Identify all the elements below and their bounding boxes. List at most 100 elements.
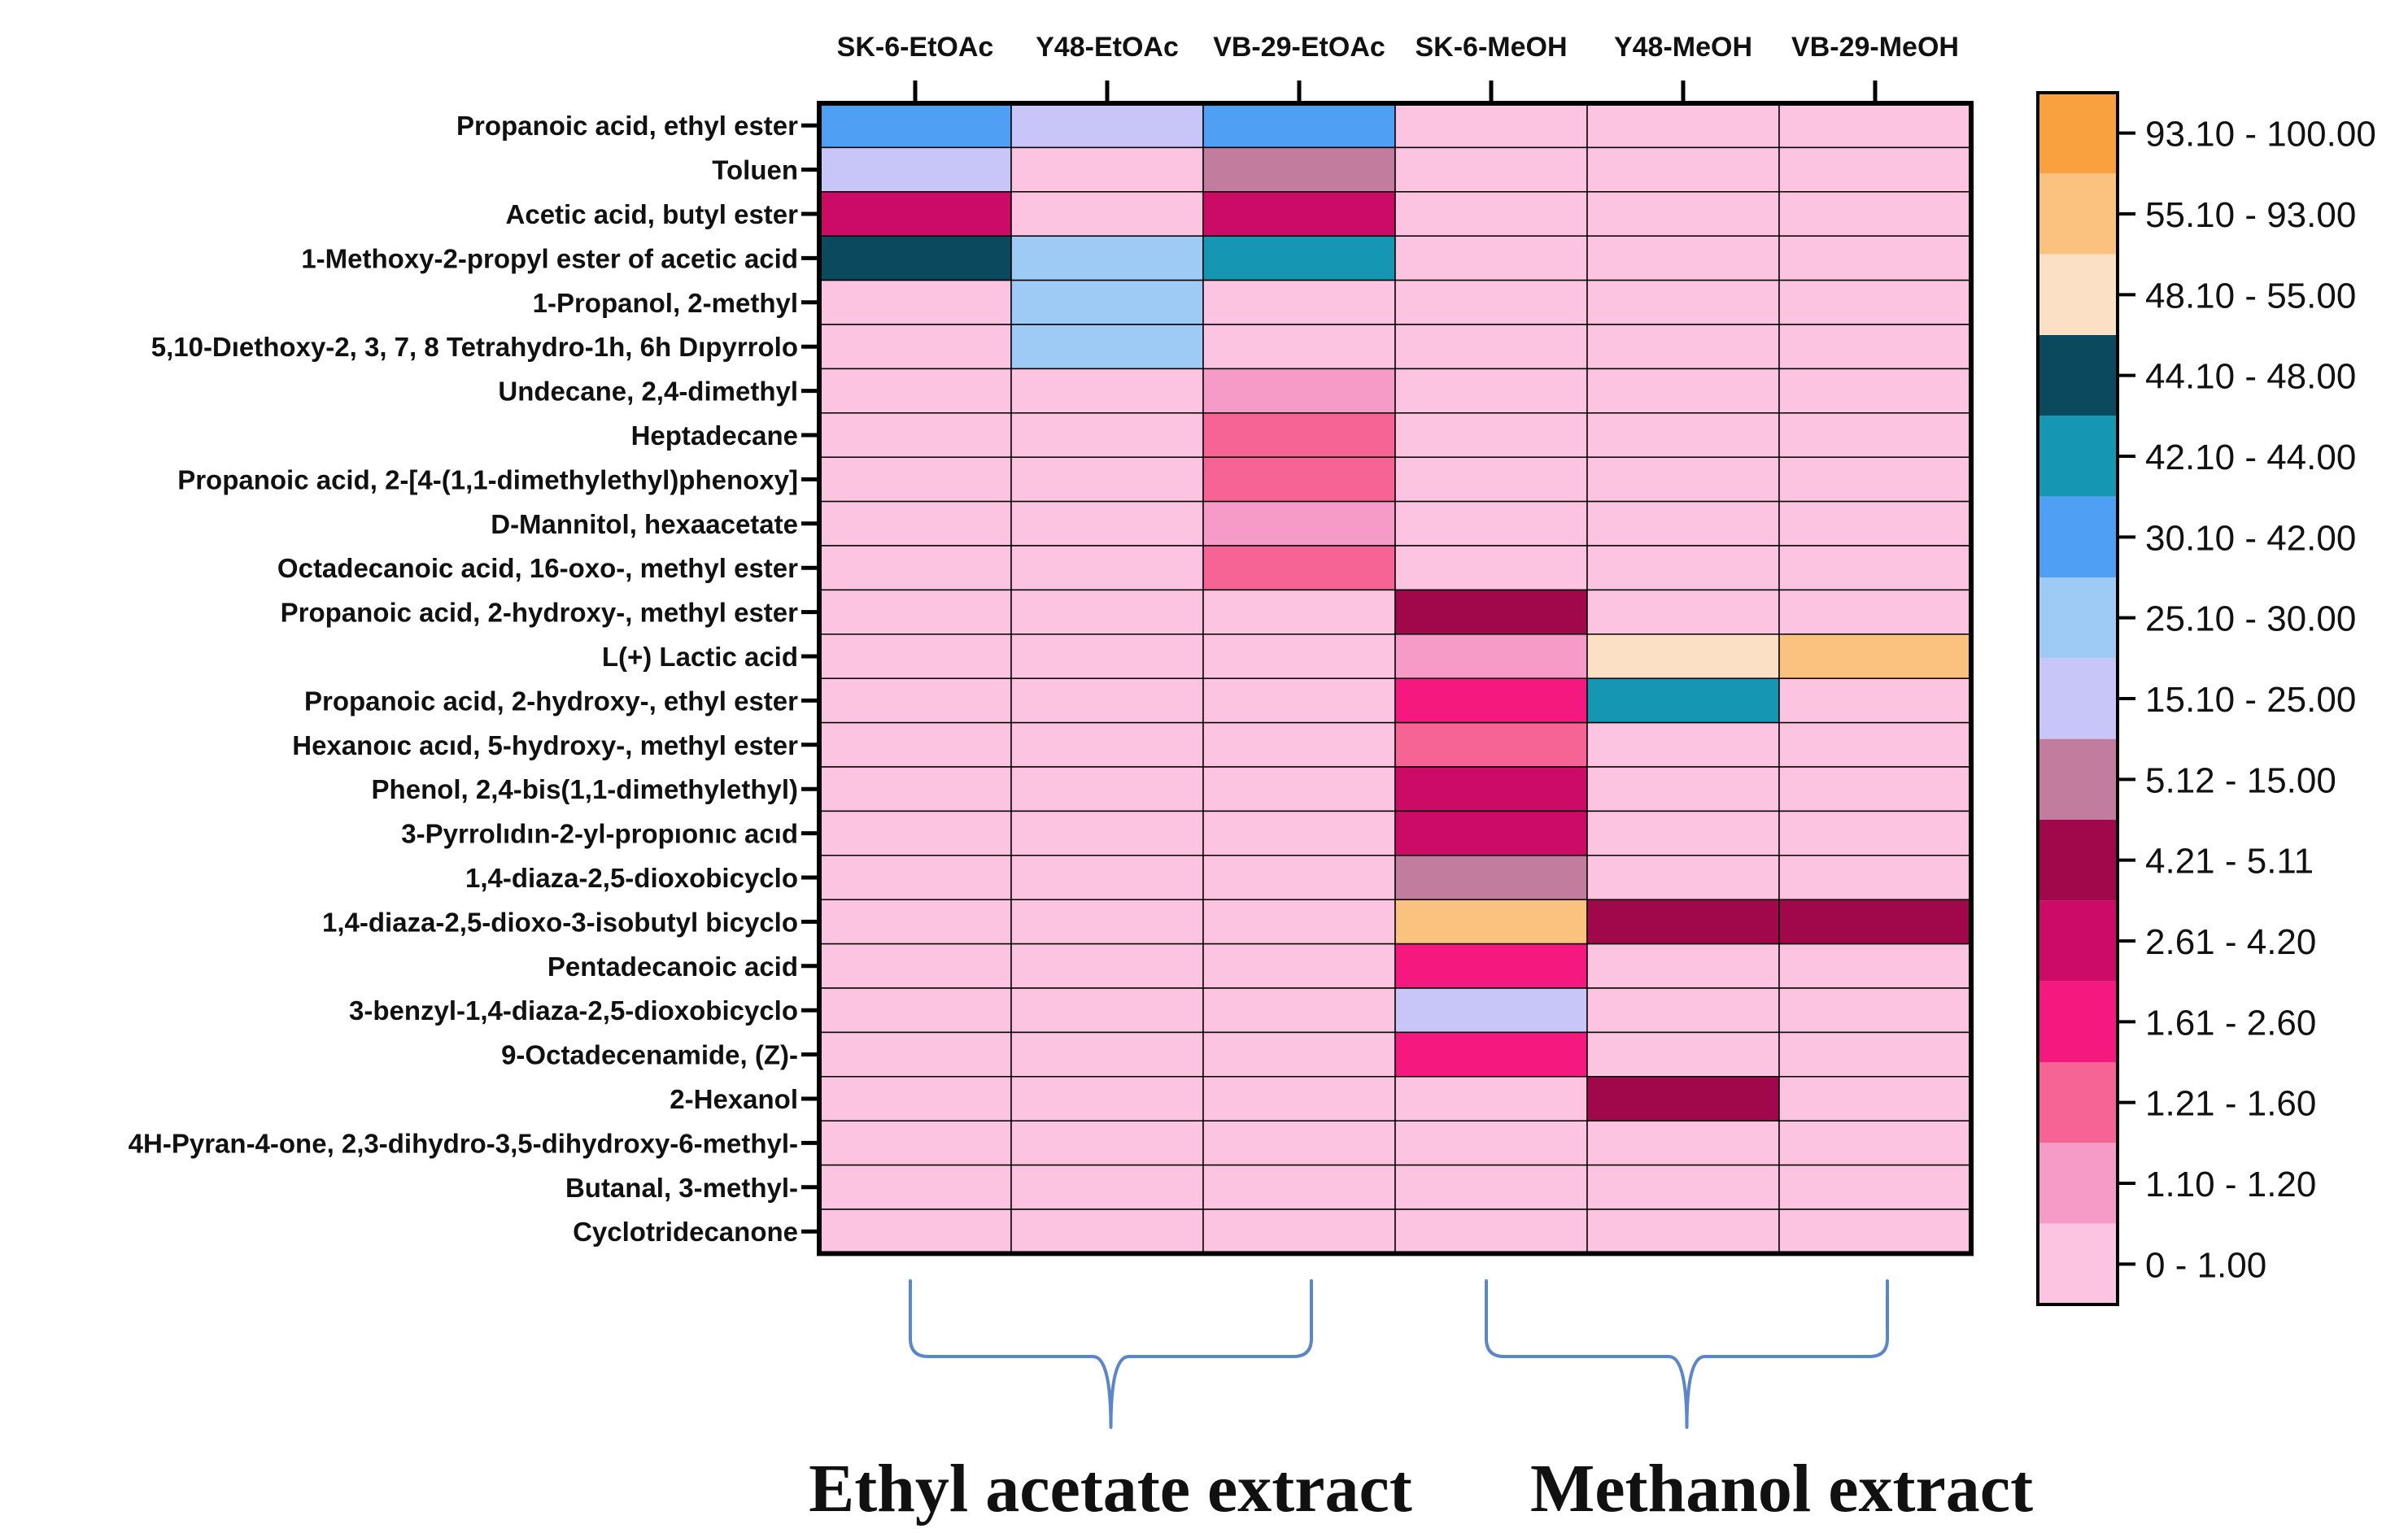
legend-swatch — [2038, 173, 2118, 255]
row-label: Phenol, 2,4-bis(1,1-dimethylethyl) — [372, 774, 798, 804]
heatmap-cell — [1778, 235, 1972, 281]
heatmap-cell — [1394, 1164, 1588, 1210]
heatmap-cell — [1778, 943, 1972, 989]
group-label: Methanol extract — [1530, 1451, 2033, 1526]
heatmap-cell — [1202, 589, 1396, 635]
heatmap-cell — [1778, 1164, 1972, 1210]
heatmap-cell — [1586, 634, 1780, 679]
heatmap-cell — [1010, 102, 1204, 149]
heatmap-cell — [1586, 1209, 1780, 1255]
heatmap-cell — [1394, 943, 1588, 989]
heatmap-cell — [1778, 987, 1972, 1034]
legend-label: 44.10 - 48.00 — [2145, 357, 2356, 397]
heatmap-cell — [1202, 677, 1396, 724]
heatmap-cell — [1586, 1031, 1780, 1078]
heatmap-cell — [1202, 500, 1396, 547]
heatmap-cell — [1778, 589, 1972, 635]
legend-label: 48.10 - 55.00 — [2145, 276, 2356, 316]
column-label: VB-29-EtOAc — [1213, 32, 1385, 63]
row-label: 4H-Pyran-4-one, 2,3-dihydro-3,5-dihydrox… — [129, 1128, 798, 1158]
heatmap-cell — [1202, 102, 1396, 149]
heatmap-cell — [1202, 810, 1396, 856]
row-label: Propanoic acid, 2-hydroxy-, methyl ester — [281, 598, 799, 628]
column-label: SK-6-MeOH — [1415, 32, 1567, 63]
heatmap-cell — [1394, 545, 1588, 591]
heatmap-cell — [1586, 456, 1780, 503]
row-label: Toluen — [712, 155, 798, 185]
legend-swatch — [2038, 738, 2118, 820]
heatmap-cell — [818, 987, 1012, 1034]
heatmap-cell — [1010, 721, 1204, 768]
heatmap-cell — [1586, 545, 1780, 591]
heatmap-cell — [1778, 721, 1972, 768]
heatmap-cell — [1010, 191, 1204, 237]
heatmap-cell — [1778, 766, 1972, 812]
heatmap-cell — [1202, 634, 1396, 679]
heatmap-cell — [1394, 279, 1588, 325]
heatmap-cell — [1394, 1031, 1588, 1078]
heatmap-cell — [818, 721, 1012, 768]
column-label: SK-6-EtOAc — [837, 32, 994, 63]
heatmap-cell — [1586, 810, 1780, 856]
legend-label: 1.10 - 1.20 — [2145, 1165, 2316, 1204]
heatmap-cell — [1586, 1120, 1780, 1166]
legend-label: 1.21 - 1.60 — [2145, 1084, 2316, 1124]
heatmap-cell — [1778, 545, 1972, 591]
heatmap-cell — [1010, 1209, 1204, 1255]
heatmap-cell — [1010, 634, 1204, 679]
heatmap-cell — [1586, 102, 1780, 149]
row-label: Acetic acid, butyl ester — [506, 199, 799, 229]
legend-swatch — [2038, 416, 2118, 497]
heatmap-cell — [1394, 810, 1588, 856]
row-label: Heptadecane — [631, 420, 798, 451]
row-label: 3-benzyl-1,4-diaza-2,5-dioxobicyclo — [349, 995, 798, 1026]
legend-label: 42.10 - 44.00 — [2145, 438, 2356, 477]
heatmap-cell — [1010, 368, 1204, 414]
heatmap-cell — [1394, 1076, 1588, 1121]
legend-swatch — [2038, 820, 2118, 901]
legend-border — [2036, 91, 2119, 1306]
heatmap-cell — [1202, 1076, 1396, 1121]
heatmap-cell — [818, 545, 1012, 591]
legend-label: 4.21 - 5.11 — [2145, 842, 2314, 882]
heatmap-cell — [1586, 589, 1780, 635]
heatmap-cell — [1394, 102, 1588, 149]
heatmap-cell — [1010, 324, 1204, 370]
heatmap-cell — [1394, 412, 1588, 458]
heatmap-cell — [1010, 1076, 1204, 1121]
heatmap-cell — [1202, 456, 1396, 503]
heatmap-cell — [1202, 1120, 1396, 1166]
heatmap-cell — [1586, 412, 1780, 458]
row-label: 3-Pyrrolıdın-2-yl-propıonıc acıd — [401, 819, 798, 849]
row-label: 1-Methoxy-2-propyl ester of acetic acid — [301, 243, 798, 273]
heatmap-cell — [1010, 235, 1204, 281]
heatmap-cell — [1778, 855, 1972, 900]
legend-label: 2.61 - 4.20 — [2145, 922, 2316, 962]
heatmap-cell — [1586, 943, 1780, 989]
heatmap-cell — [1010, 899, 1204, 945]
legend-label: 93.10 - 100.00 — [2145, 115, 2376, 155]
heatmap-cell — [1202, 146, 1396, 193]
heatmap-cell — [1586, 855, 1780, 900]
heatmap-cell — [1778, 634, 1972, 679]
heatmap-cell — [1778, 899, 1972, 945]
heatmap-cell — [818, 810, 1012, 856]
heatmap-cell — [818, 1031, 1012, 1078]
heatmap-cell — [1394, 766, 1588, 812]
legend-swatch — [2038, 1143, 2118, 1224]
heatmap-cell — [1202, 191, 1396, 237]
row-label: Undecane, 2,4-dimethyl — [498, 377, 798, 407]
heatmap-cell — [1586, 146, 1780, 193]
group-brace — [1485, 1279, 1889, 1429]
heatmap-cell — [1394, 987, 1588, 1034]
heatmap-cell — [1778, 279, 1972, 325]
row-label: 5,10-Dıethoxy-2, 3, 7, 8 Tetrahydro-1h, … — [151, 332, 798, 362]
heatmap-cell — [818, 500, 1012, 547]
heatmap-cell — [1778, 1076, 1972, 1121]
legend-label: 55.10 - 93.00 — [2145, 195, 2356, 235]
heatmap-cell — [1586, 279, 1780, 325]
heatmap-cell — [1778, 102, 1972, 149]
heatmap-cell — [1394, 368, 1588, 414]
group-label: Ethyl acetate extract — [809, 1451, 1412, 1526]
